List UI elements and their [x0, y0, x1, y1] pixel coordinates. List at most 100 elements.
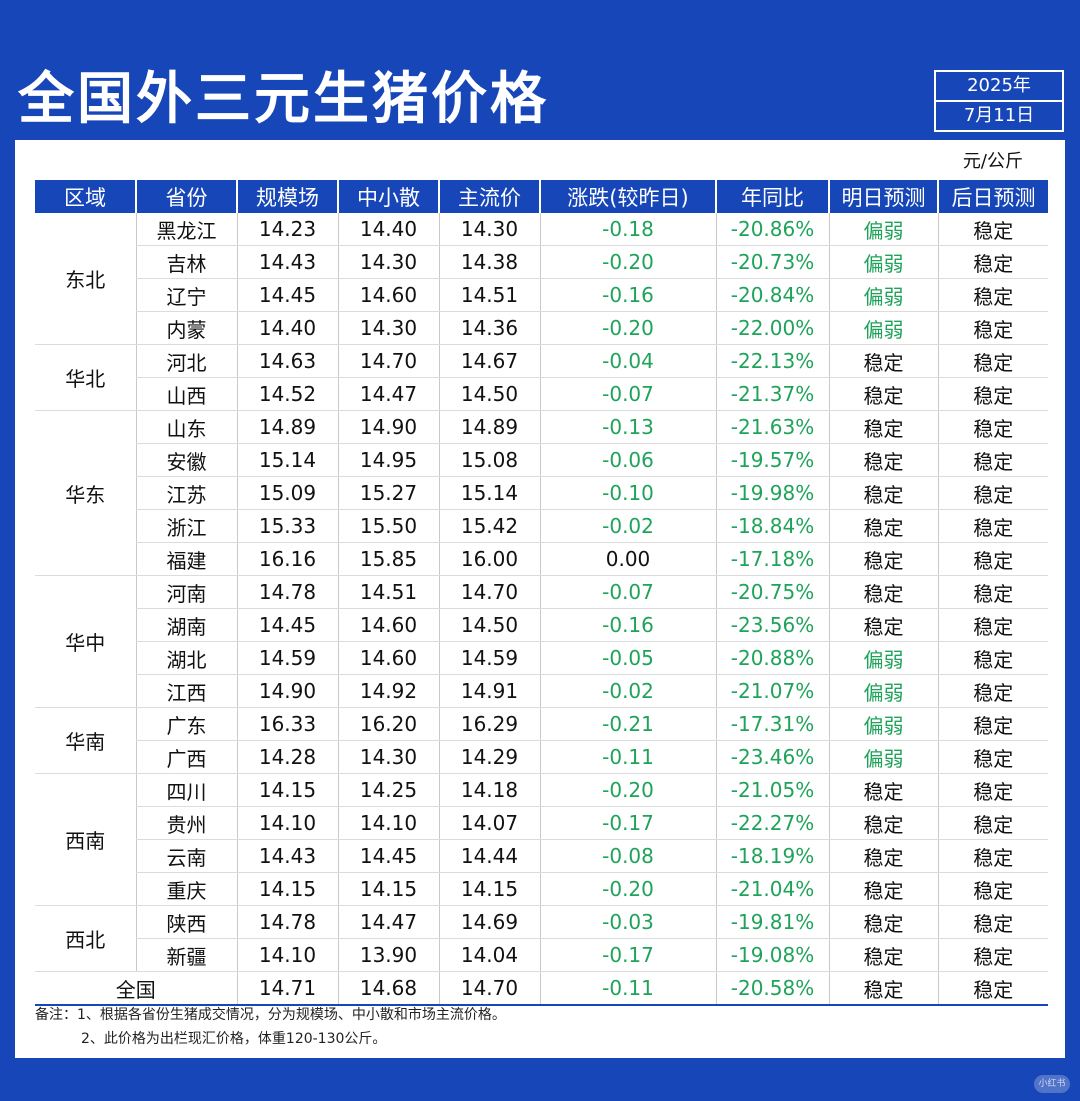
province: 广东: [135, 707, 237, 741]
yoy: -20.84%: [715, 278, 829, 312]
large-farm-price: 14.78: [236, 575, 338, 609]
forecast-tomorrow: 稳定: [828, 905, 938, 939]
change: -0.16: [539, 278, 716, 312]
small-farm-price: 14.47: [337, 377, 439, 411]
forecast-tomorrow: 稳定: [828, 806, 938, 840]
province: 湖北: [135, 641, 237, 675]
province: 河南: [135, 575, 237, 609]
table-row: 东北 黑龙江 14.23 14.40 14.30 -0.18 -20.86% 偏弱 稳定: [35, 213, 1048, 345]
forecast-tomorrow: 稳定: [828, 773, 938, 807]
large-farm-price: 14.90: [236, 674, 338, 708]
change: -0.07: [539, 575, 716, 609]
province: 浙江: [135, 509, 237, 543]
region-cell: 华北: [35, 344, 136, 411]
small-farm-price: 14.15: [337, 872, 439, 906]
change: -0.16: [539, 608, 716, 642]
large-farm-price: 16.16: [236, 542, 338, 576]
table-row: 江西 14.90 14.92 14.91 -0.02 -21.07% 偏弱 稳定: [35, 674, 1048, 708]
small-farm-price: 14.70: [337, 344, 439, 378]
forecast-day-after: 稳定: [937, 740, 1048, 774]
change: -0.10: [539, 476, 716, 510]
table-row: 湖南 14.45 14.60 14.50 -0.16 -23.56% 稳定 稳定: [35, 608, 1048, 642]
unit-label: 元/公斤: [962, 151, 1023, 172]
header-region: 区域: [35, 180, 136, 213]
large-farm-price: 14.45: [236, 278, 338, 312]
small-farm-price: 15.85: [337, 542, 439, 576]
forecast-tomorrow: 偏弱: [828, 740, 938, 774]
large-farm-price: 14.63: [236, 344, 338, 378]
forecast-day-after: 稳定: [937, 707, 1048, 741]
change: -0.06: [539, 443, 716, 477]
main-price: 14.18: [438, 773, 540, 807]
province: 陕西: [135, 905, 237, 939]
small-farm-price: 14.60: [337, 641, 439, 675]
region-cell: 华东: [35, 410, 136, 576]
forecast-day-after: 稳定: [937, 674, 1048, 708]
total-label: 全国: [35, 971, 237, 1006]
change: -0.21: [539, 707, 716, 741]
table-row: 山西 14.52 14.47 14.50 -0.07 -21.37% 稳定 稳定: [35, 377, 1048, 411]
forecast-tomorrow: 稳定: [828, 542, 938, 576]
total-row: 全国 14.71 14.68 14.70 -0.11 -20.58% 稳定 稳定: [35, 971, 1048, 1006]
total-large-farm-price: 14.71: [236, 971, 338, 1006]
yoy: -20.88%: [715, 641, 829, 675]
note-2: 2、此价格为出栏现汇价格，体重120-130公斤。: [81, 1031, 387, 1047]
forecast-tomorrow: 偏弱: [828, 674, 938, 708]
total-small-farm-price: 14.68: [337, 971, 439, 1006]
table-header-row: 区域 省份 规模场 中小散 主流价 涨跌(较昨日) 年同比 明日预测 后日预测: [35, 180, 1048, 213]
table-row: 江苏 15.09 15.27 15.14 -0.10 -19.98% 稳定 稳定: [35, 476, 1048, 510]
forecast-tomorrow: 稳定: [828, 377, 938, 411]
total-forecast-tomorrow: 稳定: [828, 971, 938, 1006]
forecast-day-after: 稳定: [937, 443, 1048, 477]
yoy: -19.57%: [715, 443, 829, 477]
small-farm-price: 14.10: [337, 806, 439, 840]
main-price: 14.50: [438, 608, 540, 642]
date-box: 2025年 7月11日: [934, 70, 1064, 132]
yoy: -20.86%: [715, 213, 829, 246]
forecast-tomorrow: 偏弱: [828, 278, 938, 312]
province: 云南: [135, 839, 237, 873]
large-farm-price: 14.45: [236, 608, 338, 642]
forecast-tomorrow: 偏弱: [828, 707, 938, 741]
page-title: 全国外三元生猪价格: [18, 67, 549, 132]
yoy: -21.05%: [715, 773, 829, 807]
province: 重庆: [135, 872, 237, 906]
province: 广西: [135, 740, 237, 774]
watermark-logo: 小红书: [1034, 1075, 1070, 1093]
forecast-day-after: 稳定: [937, 213, 1048, 246]
large-farm-price: 14.43: [236, 245, 338, 279]
table-row: 湖北 14.59 14.60 14.59 -0.05 -20.88% 偏弱 稳定: [35, 641, 1048, 675]
main-price: 14.04: [438, 938, 540, 972]
forecast-day-after: 稳定: [937, 476, 1048, 510]
header-forecast-tomorrow: 明日预测: [828, 180, 938, 213]
yoy: -18.19%: [715, 839, 829, 873]
main-price: 15.42: [438, 509, 540, 543]
header-change: 涨跌(较昨日): [539, 180, 716, 213]
small-farm-price: 16.20: [337, 707, 439, 741]
province: 吉林: [135, 245, 237, 279]
change: -0.03: [539, 905, 716, 939]
header-large-farm: 规模场: [236, 180, 338, 213]
forecast-day-after: 稳定: [937, 575, 1048, 609]
small-farm-price: 14.45: [337, 839, 439, 873]
yoy: -20.75%: [715, 575, 829, 609]
yoy: -20.73%: [715, 245, 829, 279]
main-price: 15.14: [438, 476, 540, 510]
large-farm-price: 14.28: [236, 740, 338, 774]
yoy: -17.18%: [715, 542, 829, 576]
yoy: -21.04%: [715, 872, 829, 906]
small-farm-price: 14.95: [337, 443, 439, 477]
forecast-tomorrow: 稳定: [828, 938, 938, 972]
main-price: 16.29: [438, 707, 540, 741]
change: 0.00: [539, 542, 716, 576]
price-table: 区域 省份 规模场 中小散 主流价 涨跌(较昨日) 年同比 明日预测 后日预测 …: [35, 180, 1048, 1006]
total-change: -0.11: [539, 971, 716, 1006]
header-small-farm: 中小散: [337, 180, 439, 213]
region-cell: 西北: [35, 905, 136, 972]
forecast-tomorrow: 稳定: [828, 872, 938, 906]
forecast-day-after: 稳定: [937, 245, 1048, 279]
forecast-day-after: 稳定: [937, 872, 1048, 906]
province: 黑龙江: [135, 213, 237, 246]
yoy: -22.13%: [715, 344, 829, 378]
province: 福建: [135, 542, 237, 576]
